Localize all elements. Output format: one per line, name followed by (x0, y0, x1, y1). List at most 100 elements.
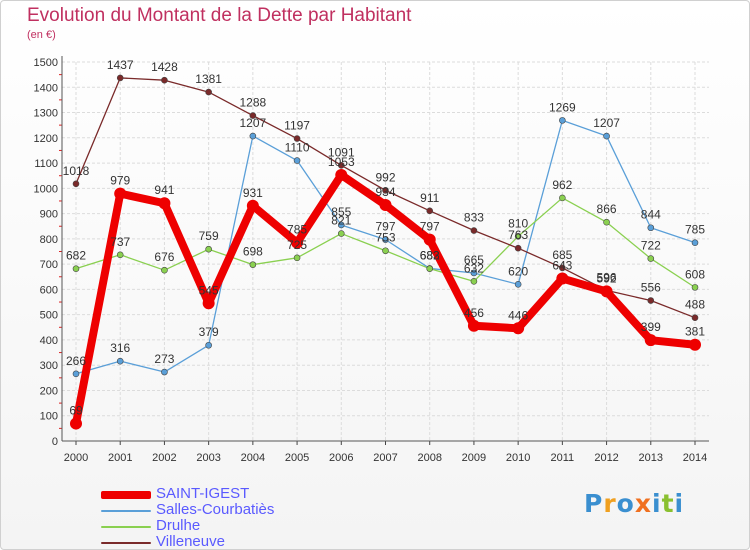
x-tick-label: 2001 (108, 452, 132, 464)
data-point (470, 278, 478, 285)
data-point (470, 269, 478, 277)
data-point (559, 117, 566, 124)
legend-label: SAINT-IGEST (156, 485, 250, 502)
legend-swatch (101, 526, 151, 528)
x-tick-label: 2004 (241, 452, 265, 464)
data-label: 1269 (549, 100, 576, 114)
data-label: 1428 (151, 60, 178, 74)
data-label: 1207 (593, 116, 620, 130)
data-point (514, 244, 522, 252)
y-tick-label: 500 (40, 310, 58, 322)
data-label: 855 (331, 205, 351, 219)
data-point (249, 261, 257, 268)
legend-swatch (101, 542, 151, 544)
data-label: 759 (199, 229, 219, 243)
legend-swatch (101, 491, 151, 499)
data-label: 934 (375, 185, 395, 199)
y-tick-label: 1100 (34, 158, 58, 170)
data-point (514, 233, 522, 240)
data-label: 620 (508, 264, 528, 278)
data-point (205, 88, 212, 96)
data-label: 1091 (328, 145, 355, 159)
data-label: 665 (464, 253, 484, 267)
data-point (161, 368, 168, 376)
data-point (647, 255, 655, 262)
y-tick-label: 900 (40, 209, 58, 221)
legend-label: Villeneuve (156, 533, 225, 550)
data-point (644, 334, 657, 347)
data-point (116, 74, 124, 82)
data-point (72, 180, 80, 188)
data-point (249, 112, 257, 119)
data-point (379, 199, 392, 212)
data-point (691, 284, 699, 291)
data-point (600, 285, 613, 298)
x-tick-label: 2007 (373, 452, 397, 464)
data-label: 632 (464, 261, 484, 275)
data-point (293, 157, 301, 164)
data-point (691, 314, 699, 321)
data-label: 797 (375, 220, 395, 234)
data-point (556, 272, 569, 285)
data-label: 446 (508, 308, 528, 322)
proxiti-logo: Proxiti (584, 489, 685, 518)
data-label: 833 (464, 211, 484, 225)
data-label: 1207 (240, 116, 267, 130)
data-point (689, 338, 701, 351)
data-label: 556 (641, 281, 661, 295)
x-tick-label: 2012 (594, 452, 618, 464)
x-tick-label: 2000 (64, 452, 88, 464)
y-tick-label: 400 (40, 335, 58, 347)
data-point (426, 207, 434, 215)
x-tick-label: 2003 (196, 452, 220, 464)
y-tick-label: 700 (40, 259, 58, 271)
x-tick-label: 2014 (683, 452, 707, 464)
data-label: 725 (287, 238, 307, 252)
data-point (72, 265, 80, 272)
data-point (114, 187, 127, 200)
data-point (423, 233, 436, 246)
data-label: 821 (331, 214, 351, 228)
data-point (559, 194, 566, 202)
data-label: 399 (641, 320, 661, 334)
data-point (691, 239, 699, 246)
data-point (603, 218, 610, 226)
data-label: 381 (685, 325, 705, 339)
data-label: 785 (287, 223, 307, 237)
data-label: 683 (420, 248, 440, 262)
data-label: 545 (199, 283, 219, 297)
y-tick-label: 200 (40, 385, 58, 397)
data-point (205, 245, 212, 253)
data-label: 992 (375, 170, 395, 184)
legend-swatch (101, 510, 151, 512)
y-tick-label: 0 (52, 436, 58, 448)
y-tick-label: 800 (40, 234, 58, 246)
data-point (514, 281, 522, 288)
data-label: 698 (243, 245, 263, 259)
data-label: 844 (641, 208, 661, 222)
data-label: 1437 (107, 58, 134, 72)
y-tick-label: 1200 (34, 133, 58, 145)
data-label: 797 (420, 220, 440, 234)
data-point (205, 341, 212, 349)
data-point (426, 265, 434, 272)
data-label: 962 (552, 178, 572, 192)
data-point (158, 197, 171, 210)
y-tick-label: 600 (40, 284, 58, 296)
data-label: 941 (154, 183, 174, 197)
data-label: 1288 (240, 96, 267, 110)
data-label: 1110 (285, 141, 310, 155)
x-tick-label: 2010 (506, 452, 530, 464)
data-point (337, 221, 345, 229)
x-tick-label: 2006 (329, 452, 353, 464)
data-point (202, 297, 215, 310)
data-point (249, 132, 257, 140)
data-label: 722 (641, 239, 661, 253)
data-label: 643 (552, 259, 572, 273)
data-point (291, 236, 304, 249)
data-point (382, 187, 389, 194)
data-label: 753 (375, 231, 395, 245)
data-point (382, 247, 389, 255)
x-tick-label: 2008 (417, 452, 441, 464)
data-point (647, 224, 655, 232)
